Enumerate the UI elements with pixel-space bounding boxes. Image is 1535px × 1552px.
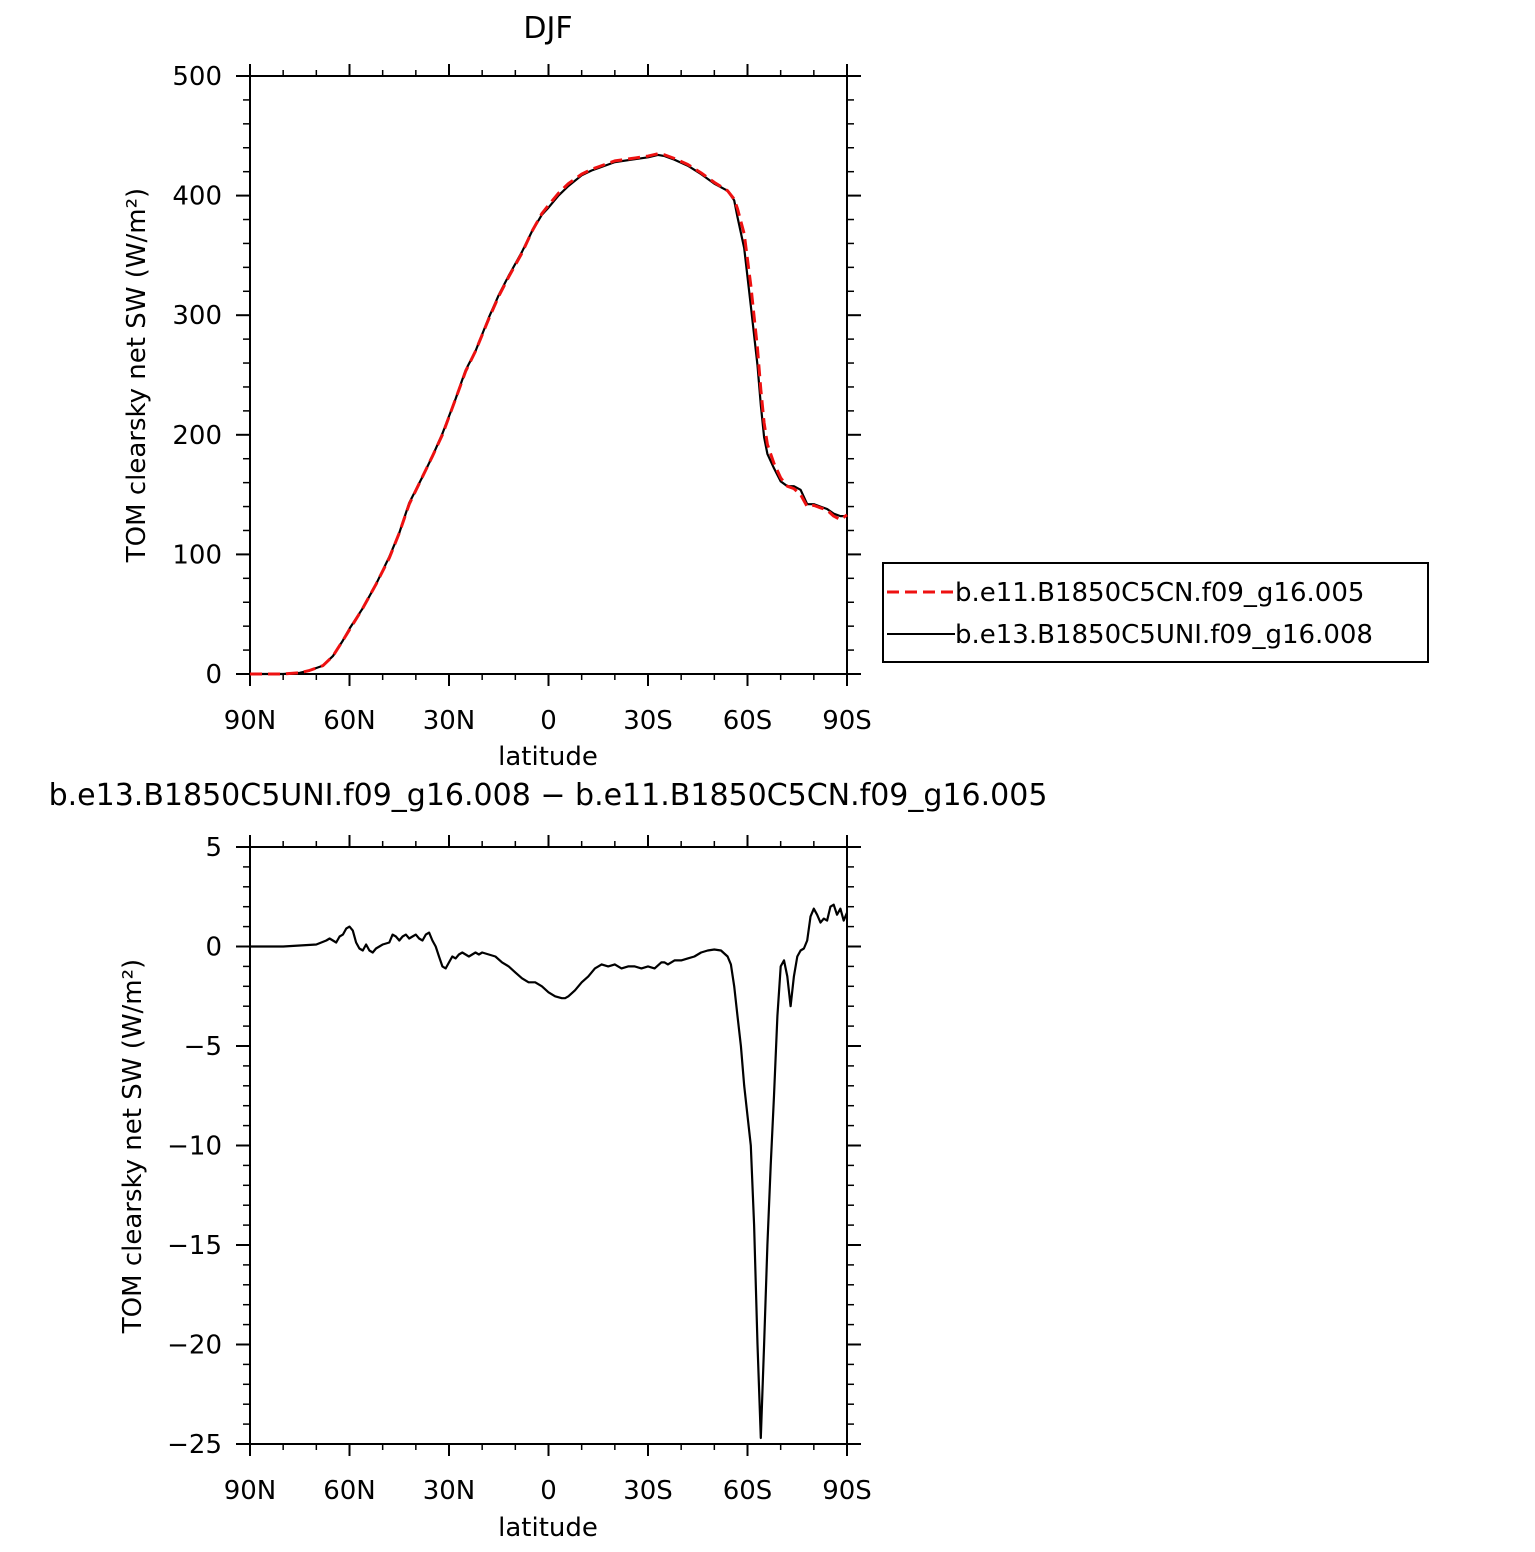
- top-x-axis-label: latitude: [498, 742, 598, 772]
- bottom-x-axis-label: latitude: [498, 1513, 598, 1543]
- top-y-ticks: 0 100 200 300 400 500: [172, 62, 861, 690]
- top-y-tick-label: 300: [172, 301, 222, 331]
- top-x-tick-label: 60N: [323, 706, 376, 736]
- legend-box: [882, 562, 1429, 663]
- top-y-tick-label: 500: [172, 62, 222, 92]
- top-y-tick-label: 0: [205, 660, 222, 690]
- bottom-x-tick-label: 30N: [423, 1476, 476, 1506]
- bottom-x-tick-label: 0: [540, 1476, 557, 1506]
- bottom-y-tick-label: −15: [167, 1231, 222, 1261]
- bottom-x-ticks: 90N 60N 30N 0 30S 60S 90S: [224, 835, 872, 1506]
- legend: b.e11.B1850C5CN.f09_g16.005 b.e13.B1850C…: [882, 562, 1429, 663]
- bottom-chart-title: b.e13.B1850C5UNI.f09_g16.008 − b.e11.B18…: [49, 778, 1048, 813]
- top-series-line-1: [250, 153, 847, 676]
- bottom-x-tick-label: 90S: [822, 1476, 872, 1506]
- bottom-x-tick-label: 60S: [723, 1476, 773, 1506]
- legend-label-cn: b.e11.B1850C5CN.f09_g16.005: [955, 578, 1364, 608]
- top-y-tick-label: 400: [172, 182, 222, 212]
- bottom-y-tick-label: 0: [205, 933, 222, 963]
- top-chart-title: DJF: [523, 11, 572, 46]
- bottom-y-ticks: −25 −20 −15 −10 −5 0 5: [167, 833, 861, 1460]
- bottom-y-tick-label: −10: [167, 1132, 222, 1162]
- bottom-y-tick-label: −5: [184, 1032, 222, 1062]
- top-x-tick-label: 60S: [723, 706, 773, 736]
- bottom-y-tick-label: 5: [205, 833, 222, 863]
- top-x-ticks: 90N 60N 30N 0 30S 60S 90S: [224, 64, 872, 736]
- top-series-line-0: [250, 152, 848, 676]
- top-x-tick-label: 30S: [623, 706, 673, 736]
- bottom-series-group: [250, 903, 849, 1440]
- legend-label-uni: b.e13.B1850C5UNI.f09_g16.008: [955, 620, 1373, 650]
- bottom-x-tick-label: 90N: [224, 1476, 277, 1506]
- top-y-tick-label: 100: [172, 540, 222, 570]
- top-y-axis-label: TOM clearsky net SW (W/m²): [122, 188, 152, 563]
- bottom-y-tick-label: −20: [167, 1331, 222, 1361]
- bottom-panel: b.e13.B1850C5UNI.f09_g16.008 − b.e11.B18…: [49, 778, 1048, 1543]
- top-series-group: [250, 152, 848, 676]
- top-x-tick-label: 90S: [822, 706, 872, 736]
- top-y-tick-label: 200: [172, 421, 222, 451]
- bottom-x-tick-label: 60N: [323, 1476, 376, 1506]
- bottom-y-axis-label: TOM clearsky net SW (W/m²): [118, 959, 148, 1334]
- top-x-tick-label: 30N: [423, 706, 476, 736]
- top-panel: DJF 0 100 200 300 400 500 90N 60N 30N 0 30S 60S 90S…: [122, 11, 872, 772]
- bottom-x-tick-label: 30S: [623, 1476, 673, 1506]
- top-x-tick-label: 0: [540, 706, 557, 736]
- bottom-y-tick-label: −25: [167, 1430, 222, 1460]
- top-x-tick-label: 90N: [224, 706, 277, 736]
- bottom-series-line-0: [250, 903, 849, 1440]
